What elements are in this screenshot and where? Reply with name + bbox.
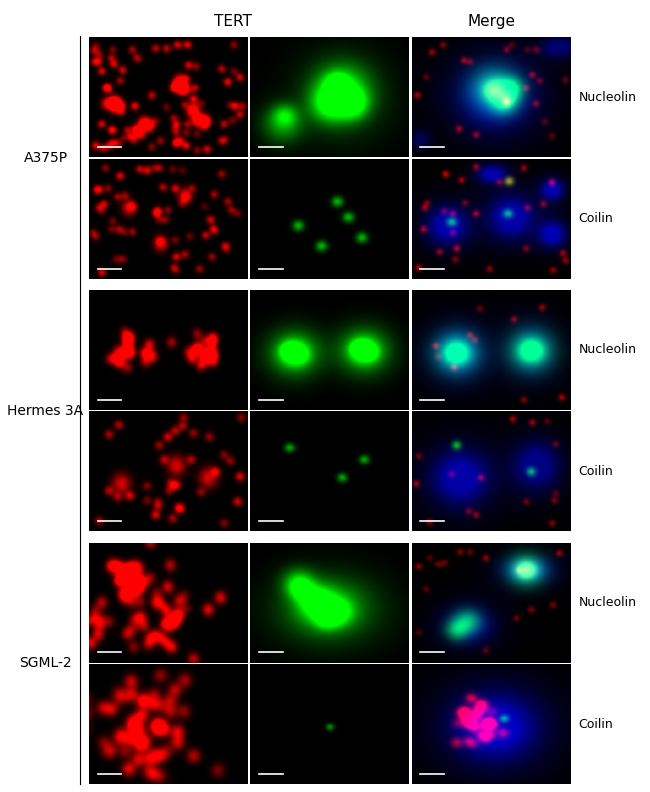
Text: Coilin: Coilin <box>578 718 613 730</box>
Text: TERT: TERT <box>214 14 252 29</box>
Text: Nucleolin: Nucleolin <box>578 596 636 609</box>
Text: Coilin: Coilin <box>578 212 613 225</box>
Text: Nucleolin: Nucleolin <box>578 91 636 104</box>
Text: A375P: A375P <box>23 151 68 165</box>
Text: Nucleolin: Nucleolin <box>578 344 636 356</box>
Text: Hermes 3A: Hermes 3A <box>7 404 84 417</box>
Text: Coilin: Coilin <box>578 465 613 478</box>
Text: SGML-2: SGML-2 <box>20 657 72 670</box>
Text: Merge: Merge <box>467 14 515 29</box>
